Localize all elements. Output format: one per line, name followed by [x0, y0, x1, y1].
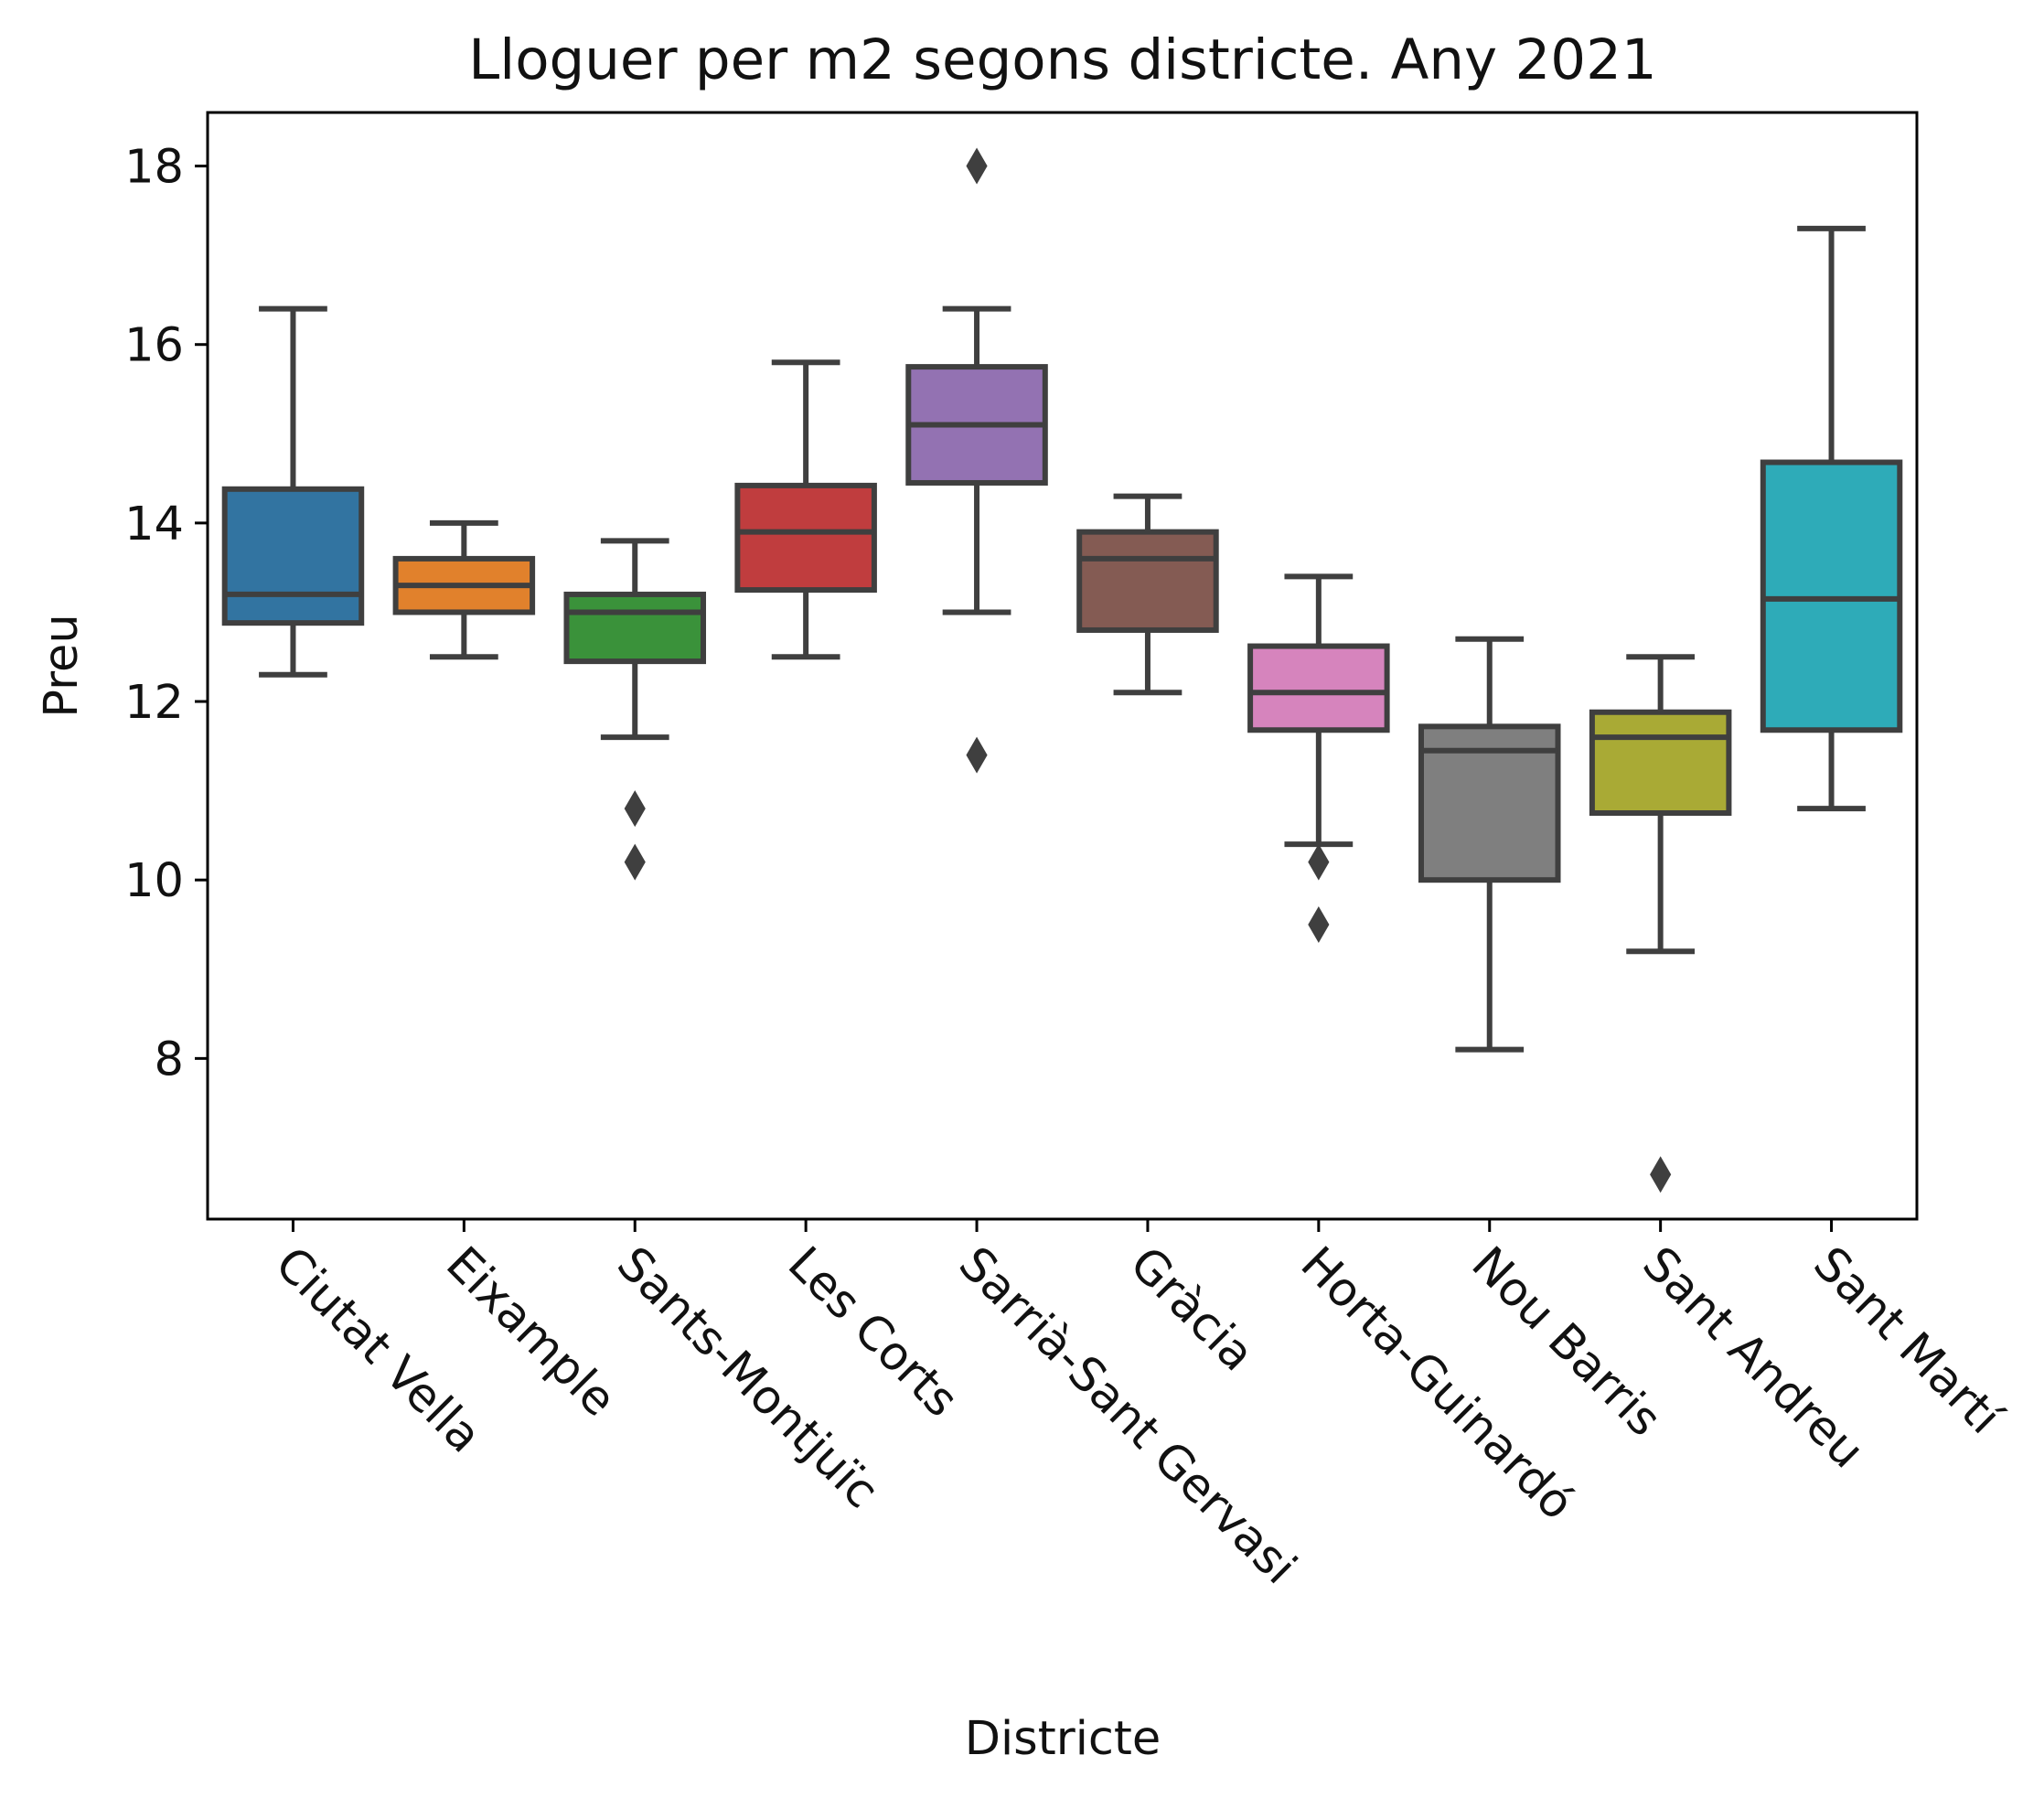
y-axis-label: Preu — [35, 614, 89, 717]
box-group — [563, 538, 707, 881]
y-tick-label: 16 — [124, 319, 184, 373]
y-tick-label: 18 — [124, 141, 184, 195]
y-tick-label: 8 — [155, 1033, 184, 1086]
plot-marks — [221, 147, 1903, 1193]
box-group — [734, 359, 877, 660]
box-iqr — [1247, 643, 1390, 733]
y-tick-label: 12 — [124, 676, 184, 730]
box-group — [392, 519, 536, 660]
outlier-point — [624, 790, 646, 828]
box-iqr — [1076, 529, 1219, 633]
outlier-point — [1308, 905, 1330, 943]
box-group — [905, 147, 1048, 774]
y-tick-label: 10 — [124, 854, 184, 908]
outlier-point — [966, 147, 988, 185]
outlier-point — [966, 736, 988, 774]
y-tick-label: 14 — [124, 498, 184, 551]
outlier-point — [1308, 843, 1330, 881]
box-group — [221, 305, 365, 678]
chart-title: Lloguer per m2 segons districte. Any 202… — [468, 27, 1656, 92]
box-group — [1760, 225, 1903, 812]
box-iqr — [221, 486, 365, 626]
box-group — [1589, 654, 1732, 1193]
box-iqr — [563, 591, 707, 665]
y-axis: 8 10 12 14 16 18 — [124, 141, 208, 1086]
x-axis-label: Districte — [965, 1712, 1161, 1766]
box-iqr — [1589, 709, 1732, 817]
plot-frame — [206, 111, 1919, 1221]
outlier-point — [624, 843, 646, 881]
box-group — [1076, 493, 1219, 696]
outlier-point — [1650, 1156, 1672, 1193]
box-iqr — [734, 482, 877, 594]
box-group — [1247, 573, 1390, 943]
box-group — [1418, 636, 1561, 1053]
